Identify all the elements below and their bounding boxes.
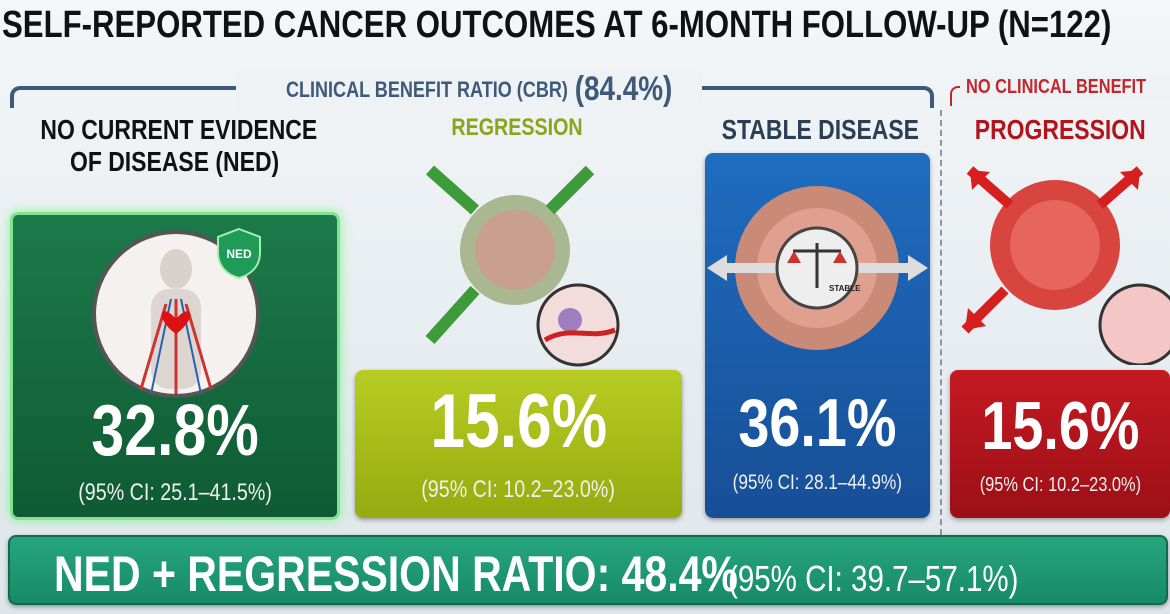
progression-tumor-icon (961, 166, 1170, 365)
ned-value: 32.8% (91, 391, 259, 471)
progression-card: 15.6% (95% CI: 10.2–23.0%) (950, 370, 1170, 518)
summary-bar: NED + REGRESSION RATIO: 48.4%(95% CI: 39… (8, 535, 1168, 605)
stable-header: STABLE DISEASE (721, 114, 919, 145)
body-heart-icon (92, 230, 260, 398)
regression-value: 15.6% (430, 379, 607, 464)
ned-card: NED 32.8% (95% CI: 25.1–41.5%) (10, 212, 340, 520)
ned-header: NO CURRENT EVIDENCE OF DISEASE (NED) (40, 114, 318, 177)
ned-badge-text: NED (226, 247, 252, 261)
summary-ci: (95% CI: 39.7–57.1%) (727, 558, 1019, 599)
no-benefit-label: NO CLINICAL BENEFIT (960, 76, 1170, 99)
progression-ci: (95% CI: 10.2–23.0%) (979, 474, 1141, 496)
summary-label: NED + REGRESSION RATIO: 48.4% (54, 546, 738, 602)
regression-header: REGRESSION (451, 114, 584, 141)
stable-ci: (95% CI: 28.1–44.9%) (732, 471, 903, 494)
stable-scale-icon: STABLE (707, 186, 928, 350)
regression-card: 15.6% (95% CI: 10.2–23.0%) (355, 370, 682, 518)
stable-badge-text: STABLE (829, 284, 861, 293)
progression-value: 15.6% (980, 388, 1140, 464)
divider (940, 110, 942, 535)
regression-ci: (95% CI: 10.2–23.0%) (421, 476, 616, 503)
page-title: SELF-REPORTED CANCER OUTCOMES AT 6-MONTH… (2, 4, 1112, 46)
ned-shield-icon: NED (217, 227, 261, 279)
cbr-label: CLINICAL BENEFIT RATIO (CBR) (84.4%) (236, 70, 702, 110)
progression-header: PROGRESSION (974, 114, 1146, 145)
regression-tumor-icon (425, 165, 620, 367)
stable-card: STABLE 36.1% (95% CI: 28.1–44.9%) (705, 153, 930, 518)
ned-ci: (95% CI: 25.1–41.5%) (78, 479, 272, 506)
stable-value: 36.1% (738, 385, 897, 461)
